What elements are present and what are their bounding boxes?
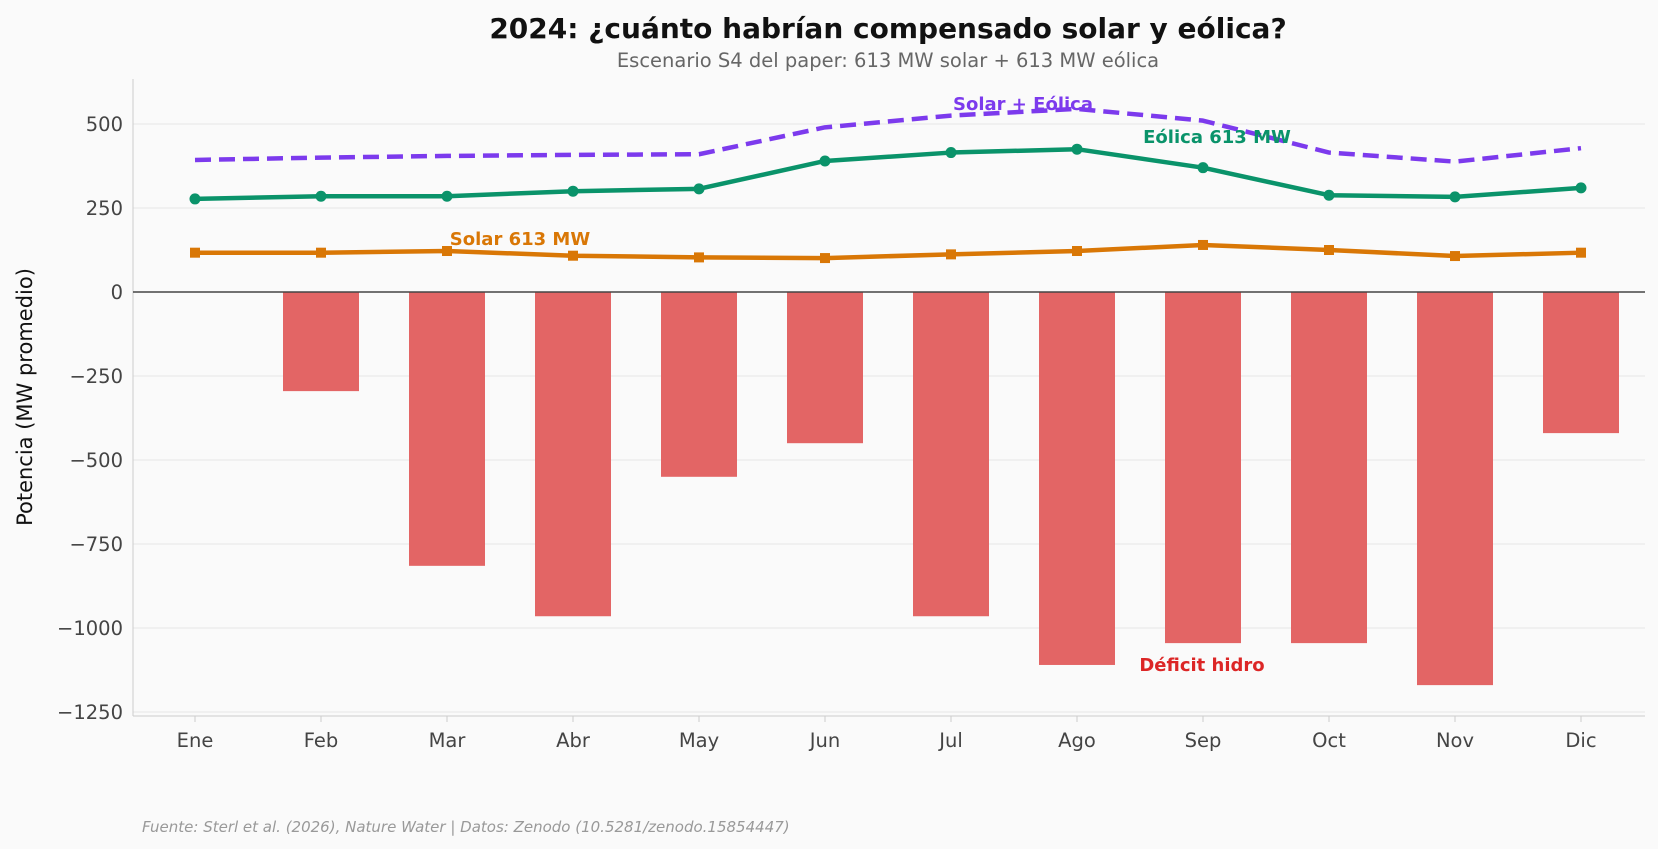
data-point [1198, 239, 1208, 250]
y-tick-label: −750 [69, 533, 123, 556]
series-line [194, 146, 1582, 202]
x-tick-label: Oct [1312, 729, 1346, 752]
data-point [1197, 162, 1209, 174]
deficit-bar [1291, 292, 1367, 644]
data-point [441, 190, 453, 202]
x-tick-label: Abr [556, 729, 591, 752]
y-tick-label: −1250 [57, 701, 123, 724]
y-tick-label: 500 [86, 113, 123, 136]
deficit-bar [661, 292, 737, 477]
axes: 500 250 0 −250 −500 −750 −1000 −1250 Ene Feb Mar Ab… [57, 79, 1645, 752]
data-point [820, 253, 830, 264]
y-tick-label: −1000 [57, 617, 123, 640]
data-point [190, 247, 200, 258]
data-point [1449, 191, 1461, 203]
chart-title: 2024: ¿cuánto habrían compensado solar y… [489, 12, 1286, 45]
deficit-bar [535, 292, 611, 617]
series-line [195, 242, 1582, 261]
deficit-bar [1039, 292, 1115, 665]
data-point [1323, 189, 1335, 201]
y-tick-label: 0 [111, 281, 123, 304]
data-point [1071, 143, 1083, 155]
data-point [1450, 251, 1460, 262]
deficit-label: Déficit hidro [1139, 655, 1264, 676]
solar-label: Solar 613 MW [450, 229, 591, 250]
x-tick-label: Sep [1185, 729, 1222, 752]
solar-eolica-label: Solar + Eólica [953, 94, 1093, 115]
x-tick-label: Ago [1058, 729, 1096, 752]
data-point [693, 183, 705, 195]
y-axis-label: Potencia (MW promedio) [13, 268, 37, 526]
data-point [1576, 247, 1586, 258]
data-point [189, 193, 201, 205]
data-point [819, 155, 831, 167]
data-point [1575, 182, 1587, 194]
deficit-bar [283, 292, 359, 392]
deficit-bars [283, 292, 1619, 686]
x-tick-label: May [679, 729, 719, 752]
chart-subtitle: Escenario S4 del paper: 613 MW solar + 6… [617, 49, 1159, 72]
data-point [442, 246, 452, 257]
grid-lines [133, 123, 1645, 713]
y-tick-label: −250 [69, 365, 123, 388]
x-tick-label: Mar [429, 729, 467, 752]
deficit-bar [1543, 292, 1619, 434]
y-tick-label: −500 [69, 449, 123, 472]
x-tick-label: Jun [808, 729, 840, 752]
data-point [945, 147, 957, 159]
x-tick-label: Jul [937, 729, 963, 752]
data-point [1072, 246, 1082, 257]
y-tick-label: 250 [86, 197, 123, 220]
deficit-bar [1417, 292, 1493, 686]
x-tick-label: Feb [304, 729, 339, 752]
data-point [946, 249, 956, 260]
data-point [567, 185, 579, 197]
x-tick-label: Dic [1565, 729, 1596, 752]
deficit-bar [409, 292, 485, 566]
data-point [1324, 245, 1334, 255]
deficit-bar [913, 292, 989, 617]
data-point [568, 250, 578, 261]
source-note: Fuente: Sterl et al. (2026), Nature Wate… [142, 818, 790, 836]
series-lines [189, 106, 1587, 264]
x-tick-label: Ene [177, 729, 214, 752]
series-labels: Solar + Eólica Eólica 613 MW Solar 613 M… [450, 94, 1291, 676]
eolica-label: Eólica 613 MW [1143, 127, 1291, 148]
data-point [315, 190, 327, 202]
deficit-bar [787, 292, 863, 444]
data-point [316, 247, 326, 258]
x-tick-label: Nov [1436, 729, 1474, 752]
data-point [694, 252, 704, 263]
series-line [194, 106, 1582, 164]
deficit-bar [1165, 292, 1241, 644]
